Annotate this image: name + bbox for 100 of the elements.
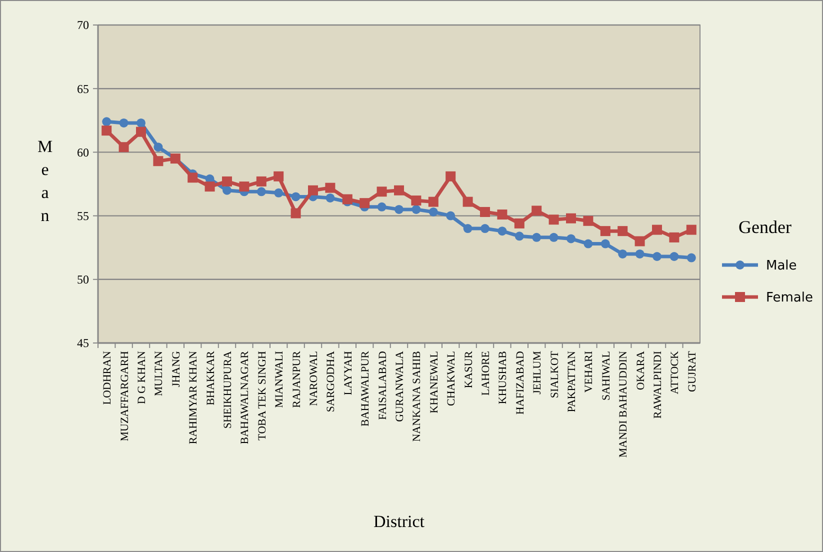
x-tick-label: SIALKOT (548, 350, 561, 398)
y-tick-label: 70 (77, 18, 89, 32)
point (394, 185, 404, 196)
x-tick-label: JHANG (170, 350, 182, 388)
point (274, 188, 284, 198)
x-tick-label: TOBA TEK SINGH (256, 350, 268, 440)
y-tick-label: 50 (77, 272, 89, 287)
point (308, 185, 318, 196)
point (118, 142, 129, 152)
point (290, 208, 301, 218)
legend-title: Gender (738, 217, 792, 237)
point (480, 224, 490, 234)
point (204, 182, 215, 192)
x-tick-label: JEHLUM (532, 350, 544, 394)
x-tick-label: SARGODHA (325, 350, 338, 412)
x-tick-label: LODHRAN (102, 350, 114, 405)
point (686, 224, 696, 235)
x-tick-label: NAROWAL (308, 350, 320, 406)
y-tick-label: 65 (77, 82, 89, 96)
point (428, 207, 438, 216)
x-tick-label: PAKPATTAN (566, 350, 578, 412)
point (566, 213, 576, 224)
point (342, 194, 352, 204)
x-tick-label: MANDI BAHAUDDIN (618, 350, 630, 458)
point (600, 239, 610, 248)
x-tick-label: GUJRAT (686, 350, 698, 392)
x-tick-label: SAHIWAL (600, 350, 612, 400)
legend-label: Male (766, 258, 797, 274)
point (669, 232, 680, 242)
x-tick-label: KASUR (462, 350, 475, 388)
x-tick-label: VEHARI (583, 350, 596, 393)
y-tick-label: 60 (77, 145, 89, 160)
point (136, 126, 146, 137)
point (514, 232, 524, 241)
x-tick-label: GURANWALA (394, 350, 406, 422)
x-tick-label: BAHAWALPUR (360, 350, 372, 427)
x-tick-label: RAHIMYAR KHAN (188, 350, 200, 444)
x-tick-label: KHANEWAL (428, 350, 440, 414)
point (446, 171, 456, 182)
x-tick-label: BAHAWALNAGAR (239, 350, 252, 444)
point (446, 211, 456, 220)
point (670, 252, 679, 262)
y-tick-label: 45 (77, 336, 89, 350)
x-tick-label: NANKANA SAHIB (411, 351, 424, 442)
point (532, 206, 542, 216)
y-tick-label: 55 (77, 209, 89, 223)
point (377, 202, 386, 212)
x-tick-label: RAWALPINDI (652, 350, 664, 419)
point (188, 172, 198, 183)
point (325, 182, 336, 193)
point (136, 118, 146, 128)
point (412, 204, 421, 214)
point (548, 214, 559, 225)
x-tick-label: LAHORE (480, 350, 492, 396)
point (394, 204, 404, 214)
point (239, 182, 250, 192)
point (618, 226, 628, 236)
point (256, 176, 266, 186)
point (274, 171, 284, 182)
point (153, 156, 164, 166)
point (360, 198, 370, 208)
x-tick-label: OKARA (634, 350, 647, 390)
point (256, 187, 266, 196)
x-tick-label: MULTAN (153, 350, 166, 396)
x-tick-label: HAFIZABAD (514, 350, 526, 415)
point (411, 196, 422, 206)
point (462, 196, 473, 207)
y-axis-title: Mean (37, 137, 53, 225)
x-tick-label: MUZAFFARGARH (118, 350, 131, 442)
x-tick-label: FAISALABAD (376, 350, 389, 420)
point (498, 226, 507, 236)
x-tick-label: CHAKWAL (446, 350, 458, 406)
point (686, 253, 696, 262)
point (652, 224, 662, 235)
point (514, 218, 524, 228)
point (154, 142, 163, 152)
x-tick-label: KHUSHAB (497, 351, 510, 404)
point (634, 236, 645, 246)
point (222, 186, 232, 195)
x-tick-label: D G KHAN (136, 350, 148, 404)
point (532, 232, 542, 242)
point (222, 176, 232, 186)
x-tick-label: BHAKKAR (204, 350, 217, 406)
point (428, 196, 438, 207)
point (119, 118, 128, 128)
x-axis-title: District (374, 512, 425, 531)
point (102, 126, 112, 136)
x-tick-label: LAYYAH (342, 350, 354, 396)
point (480, 206, 490, 217)
point (376, 186, 387, 197)
point (635, 249, 644, 258)
point (291, 192, 300, 202)
point (566, 234, 576, 244)
x-tick-label: SHEIKHUPURA (222, 350, 234, 429)
point (583, 216, 594, 226)
point (584, 239, 593, 248)
point (463, 224, 472, 234)
point (618, 249, 628, 258)
point (652, 252, 662, 262)
x-tick-label: MIANWALI (274, 350, 286, 408)
